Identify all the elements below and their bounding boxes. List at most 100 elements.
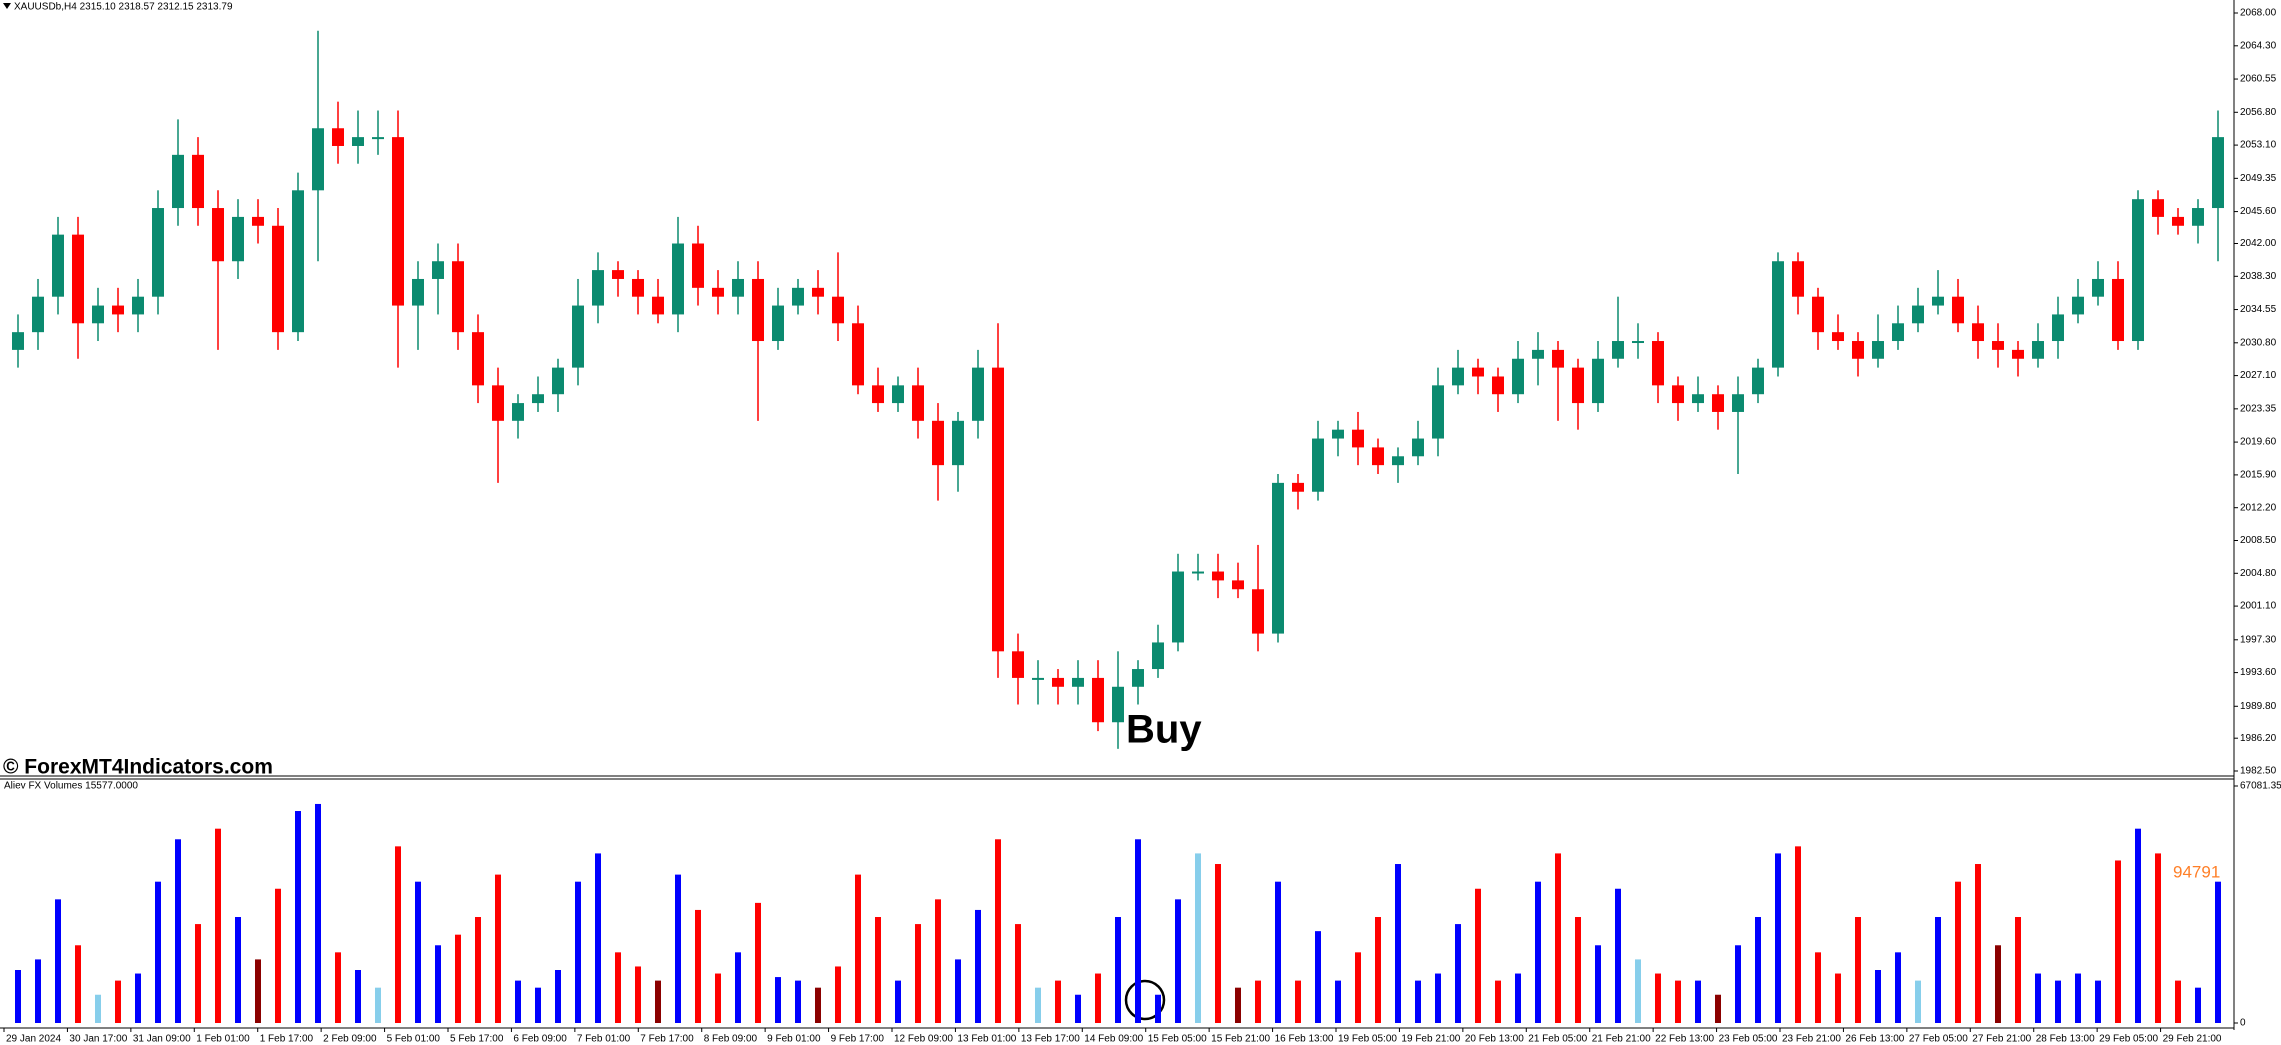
volume-bar (1875, 970, 1881, 1023)
volume-bar (2075, 973, 2081, 1023)
candle-body (172, 154, 184, 209)
candle-body (1012, 651, 1024, 678)
signal-circle (1124, 979, 1166, 1021)
candle-body (1752, 367, 1764, 395)
volume-bar (1575, 917, 1581, 1023)
candle-body (392, 137, 404, 306)
volume-bar (975, 909, 981, 1023)
volume-bar (375, 987, 381, 1023)
candle-body (972, 367, 984, 421)
volume-bar (2155, 853, 2161, 1023)
volume-bar (575, 881, 581, 1023)
candle-body (1492, 376, 1504, 395)
volume-bar (595, 853, 601, 1023)
candle-body (1572, 367, 1584, 404)
volume-bar (1955, 881, 1961, 1023)
candle-body (1432, 385, 1444, 439)
volume-bar (355, 970, 361, 1023)
volume-bar (1615, 888, 1621, 1023)
candle-body (212, 208, 224, 262)
candle-body (1552, 349, 1564, 368)
y-tick-label: 2027.10 (2240, 370, 2277, 381)
candle-body (572, 305, 584, 368)
candle-body (1672, 385, 1684, 404)
time-label: 12 Feb 09:00 (894, 1034, 953, 1045)
candle-body (2152, 199, 2164, 217)
candle-body (1892, 323, 1904, 342)
candle-body (1992, 341, 2004, 350)
volume-bar (555, 970, 561, 1023)
volume-bar (1975, 864, 1981, 1023)
volume-bar (1275, 881, 1281, 1023)
volume-bar (1815, 952, 1821, 1023)
volume-bar (1175, 899, 1181, 1023)
candle-body (732, 278, 744, 297)
y-tick-label: 2015.90 (2240, 470, 2277, 481)
volume-bar (1035, 987, 1041, 1023)
candle-body (692, 243, 704, 288)
candle-body (1212, 571, 1224, 581)
volume-bar (915, 924, 921, 1023)
volume-bar (755, 902, 761, 1023)
volume-bar (315, 803, 321, 1023)
candle-body (592, 270, 604, 306)
y-tick-label: 0 (2240, 1018, 2246, 1029)
candle-body (932, 420, 944, 466)
y-tick-label: 2068.00 (2240, 8, 2277, 19)
candle-body (1832, 332, 1844, 342)
time-label: 21 Feb 05:00 (1528, 1034, 1587, 1045)
volume-bar (875, 917, 881, 1023)
volume-bar (1435, 973, 1441, 1023)
candle-body (132, 296, 144, 315)
candle-body (532, 394, 544, 404)
y-tick-label: 2056.80 (2240, 107, 2277, 118)
candle-body (1092, 677, 1104, 723)
volume-bar (615, 952, 621, 1023)
candle-body (1652, 341, 1664, 386)
time-label: 19 Feb 05:00 (1338, 1034, 1397, 1045)
y-tick-label: 2004.80 (2240, 568, 2277, 579)
candle-body (2192, 208, 2204, 226)
candle-body (1412, 438, 1424, 457)
candle-body (712, 287, 724, 297)
volume-bar (35, 959, 41, 1023)
candle-body (1712, 394, 1724, 412)
volume-bar (2055, 980, 2061, 1023)
candle-body (1132, 669, 1144, 687)
candle-body (1332, 429, 1344, 439)
candle-body (1512, 358, 1524, 395)
candle-body (452, 261, 464, 333)
volume-bar (1895, 952, 1901, 1023)
volume-bar (335, 952, 341, 1023)
candle-body (2092, 278, 2104, 297)
time-label: 22 Feb 13:00 (1655, 1034, 1714, 1045)
candle-body (1952, 296, 1964, 324)
y-tick-label: 67081.35 (2240, 781, 2281, 792)
time-label: 13 Feb 01:00 (957, 1034, 1016, 1045)
volume-bar (635, 966, 641, 1023)
y-tick-label: 2001.10 (2240, 601, 2277, 612)
candle-body (512, 403, 524, 421)
time-label: 1 Feb 01:00 (196, 1034, 250, 1045)
volume-bar (1015, 924, 1021, 1023)
volume-bar (735, 952, 741, 1023)
candle-body (2072, 296, 2084, 315)
candle-body (612, 270, 624, 279)
volume-bar (175, 839, 181, 1023)
time-label: 28 Feb 13:00 (2036, 1034, 2095, 1045)
volume-bar (855, 874, 861, 1023)
candle-body (652, 296, 664, 315)
volume-bar (1235, 987, 1241, 1023)
candle-body (12, 332, 24, 350)
time-label: 27 Feb 05:00 (1909, 1034, 1968, 1045)
y-tick-label: 1997.30 (2240, 634, 2277, 645)
volume-bar (2095, 980, 2101, 1023)
candle-body (372, 137, 384, 140)
volume-bar (1155, 994, 1161, 1023)
volume-bar (955, 959, 961, 1023)
volume-bar (935, 899, 941, 1023)
time-label: 9 Feb 01:00 (767, 1034, 821, 1045)
candle-body (1852, 341, 1864, 359)
candle-body (192, 154, 204, 209)
